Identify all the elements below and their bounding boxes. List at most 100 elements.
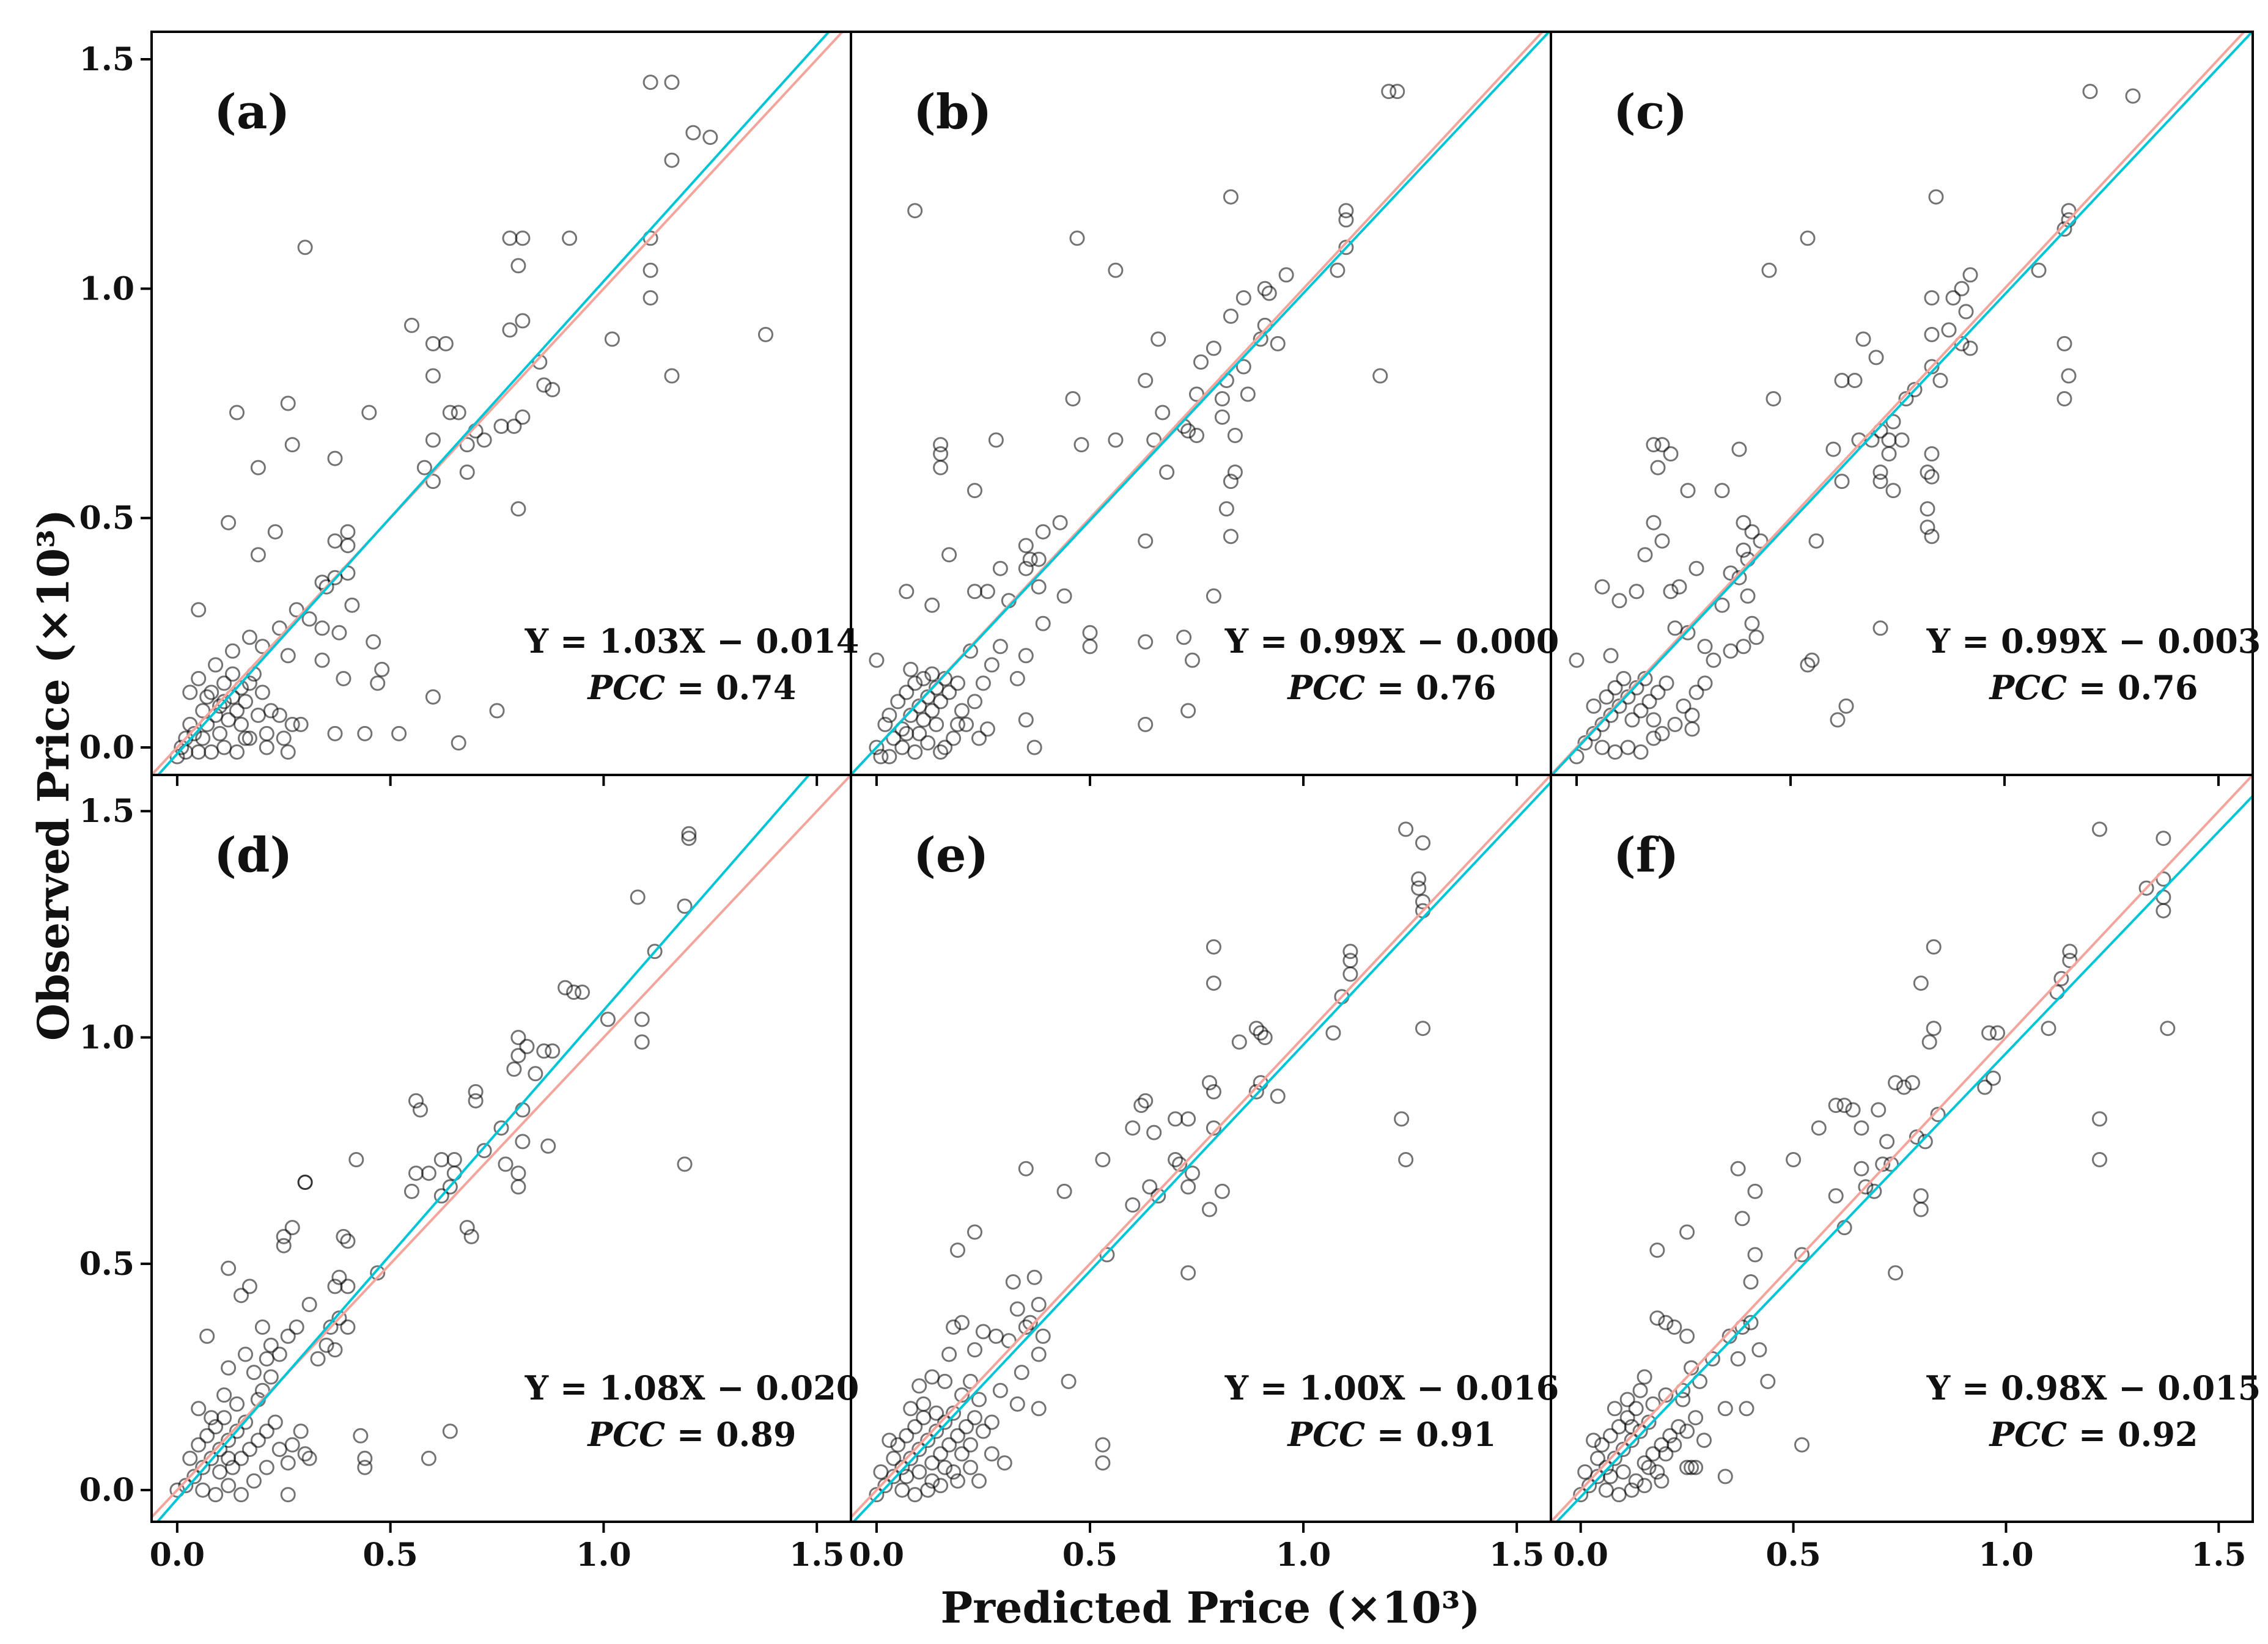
data-point — [1615, 1464, 1631, 1480]
data-point — [1261, 285, 1277, 301]
data-point — [416, 460, 432, 475]
data-point — [1231, 1034, 1247, 1050]
data-point — [959, 716, 974, 732]
data-point — [540, 1138, 556, 1154]
data-point — [263, 1337, 279, 1353]
data-point — [967, 584, 982, 600]
data-point — [946, 730, 962, 746]
data-point — [903, 1450, 919, 1466]
data-point — [941, 1437, 957, 1453]
data-point — [1603, 648, 1619, 664]
pcc-annotation: PCC = 0.74 — [587, 668, 797, 707]
data-point — [1743, 1315, 1759, 1330]
x-tick-label: 0.5 — [363, 1536, 418, 1574]
data-point — [907, 744, 923, 760]
data-point — [677, 898, 693, 914]
data-point — [280, 395, 296, 411]
data-point — [899, 684, 915, 700]
data-point — [340, 1319, 356, 1335]
data-point — [1872, 474, 1888, 490]
data-point — [216, 694, 232, 710]
data-point — [361, 405, 377, 420]
panel-a: 0.0 0.5 1.0 1.5 (a) Y = 1.03X − 0.014 PCC = 0.… — [79, 31, 859, 786]
regression-equation: Y = 1.08X − 0.020 — [525, 1368, 860, 1407]
data-point — [2156, 871, 2171, 887]
data-point — [1917, 1134, 1933, 1150]
data-point — [510, 501, 526, 517]
data-point — [1954, 336, 1970, 351]
data-point — [911, 1464, 927, 1480]
data-point — [1005, 1274, 1021, 1290]
panel-label: (b) — [913, 84, 992, 140]
data-point — [1172, 1156, 1188, 1172]
data-point — [1628, 1473, 1644, 1489]
data-point — [1854, 1120, 1869, 1136]
pcc-symbol: PCC — [1287, 1415, 1366, 1454]
data-point — [979, 721, 995, 737]
data-point — [907, 1419, 923, 1434]
data-point — [314, 620, 330, 636]
data-point — [1009, 1396, 1025, 1412]
data-point — [920, 735, 936, 750]
data-point — [1706, 652, 1721, 668]
data-point — [634, 1011, 650, 1027]
data-point — [1180, 703, 1196, 719]
data-point — [498, 1156, 514, 1172]
data-point — [1896, 1079, 1912, 1095]
panel-frame — [1550, 774, 2254, 1523]
data-point — [1415, 835, 1430, 851]
data-point — [1073, 437, 1089, 453]
data-point — [1223, 474, 1239, 490]
data-point — [975, 675, 991, 691]
data-point — [1009, 1301, 1025, 1317]
data-point — [421, 1165, 436, 1181]
data-point — [920, 1433, 936, 1448]
data-point — [1679, 1224, 1695, 1240]
data-point — [327, 450, 343, 466]
data-point — [433, 1152, 449, 1167]
data-point — [238, 1346, 253, 1362]
data-point — [259, 739, 274, 755]
data-point — [882, 707, 897, 723]
data-point — [1031, 1401, 1047, 1417]
data-point — [259, 1351, 274, 1367]
data-point — [254, 1319, 270, 1335]
data-point — [984, 1414, 1000, 1430]
data-point — [1650, 684, 1666, 700]
data-point — [954, 1387, 970, 1403]
data-point — [442, 1179, 458, 1195]
data-point — [1885, 483, 1901, 499]
data-point — [971, 1473, 987, 1489]
data-point — [916, 1396, 932, 1412]
data-point — [1202, 1202, 1217, 1217]
data-point — [493, 1120, 509, 1136]
data-point — [536, 1043, 552, 1059]
data-point — [1740, 588, 1756, 604]
data-point — [476, 432, 492, 448]
data-point — [702, 130, 718, 145]
regression-equation: Y = 1.00X − 0.016 — [1224, 1368, 1559, 1407]
data-point — [1142, 1179, 1158, 1195]
data-point — [451, 735, 466, 750]
data-point — [1864, 432, 1880, 448]
data-point — [1945, 290, 1961, 306]
data-point — [241, 629, 257, 645]
data-point — [899, 584, 915, 600]
data-point — [2062, 953, 2078, 969]
data-point — [510, 1179, 526, 1195]
data-point — [289, 602, 304, 618]
data-point — [212, 1464, 228, 1480]
data-point — [1734, 1319, 1750, 1335]
panel-grid: 0.0 0.5 1.0 1.5 (a) Y = 1.03X − 0.014 PCC = 0.… — [79, 31, 2261, 1574]
data-point — [502, 322, 518, 338]
scatter-points — [1569, 84, 2141, 765]
x-tick-label: 0.0 — [1553, 1536, 1608, 1574]
data-point — [933, 437, 949, 453]
data-point — [545, 382, 561, 397]
data-point — [647, 944, 663, 960]
data-point — [241, 675, 257, 691]
data-point — [1095, 1437, 1111, 1453]
data-point — [204, 1410, 219, 1426]
data-point — [1924, 326, 1940, 342]
